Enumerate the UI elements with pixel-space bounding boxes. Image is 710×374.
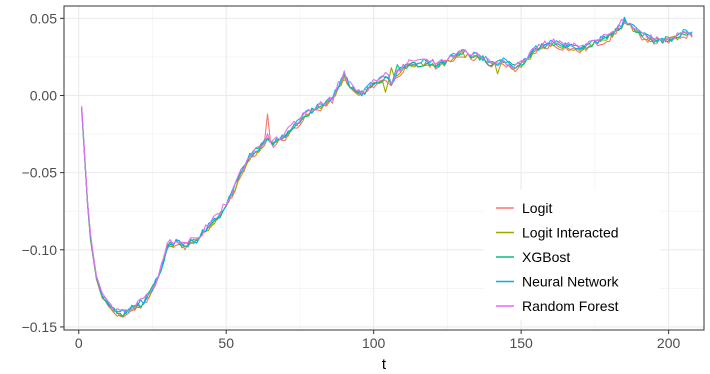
y-tick-label: −0.10 <box>22 242 58 258</box>
x-tick-label: 200 <box>657 335 681 351</box>
y-tick-label: 0.00 <box>30 87 57 103</box>
x-axis-title: t <box>382 356 387 373</box>
x-tick-label: 150 <box>509 335 533 351</box>
series-line-logit-interacted <box>81 20 693 318</box>
x-tick-label: 100 <box>362 335 386 351</box>
legend-label-logit: Logit <box>522 200 552 216</box>
legend-label-random-forest: Random Forest <box>522 298 619 314</box>
series-line-logit <box>81 22 693 318</box>
x-tick-label: 50 <box>218 335 234 351</box>
legend: Logit Logit Interacted XGBost Neural Networ… <box>484 190 660 320</box>
legend-label-neural-network: Neural Network <box>522 274 619 290</box>
grid <box>64 6 704 330</box>
y-tick-label: −0.15 <box>22 319 58 335</box>
series-line-random-forest <box>81 18 693 313</box>
legend-label-xgbost: XGBost <box>522 249 570 265</box>
legend-label-logit-interacted: Logit Interacted <box>522 225 619 241</box>
plot-panel-border <box>63 5 705 331</box>
axis-ticks: 0 50 100 150 200 −0.15 −0.10 −0.05 0.00 0.05 <box>22 10 681 351</box>
series-lines <box>81 16 693 318</box>
series-line-neural-network <box>81 16 693 315</box>
x-tick-label: 0 <box>75 335 83 351</box>
y-tick-label: −0.05 <box>22 165 58 181</box>
legend-background <box>484 190 660 320</box>
y-tick-label: 0.05 <box>30 10 57 26</box>
